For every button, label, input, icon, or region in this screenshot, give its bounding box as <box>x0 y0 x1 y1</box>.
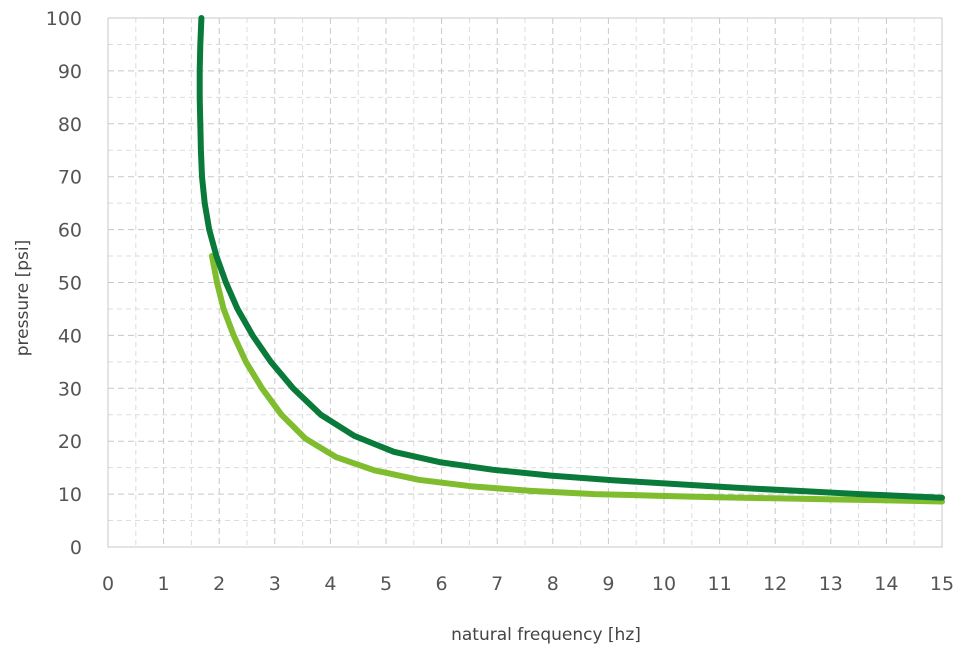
major-grid <box>107 17 943 548</box>
x-tick-label: 5 <box>380 573 392 595</box>
y-tick-label: 10 <box>58 484 82 506</box>
x-tick-label: 11 <box>708 573 732 595</box>
y-tick-label: 50 <box>58 273 82 295</box>
x-tick-label: 4 <box>324 573 336 595</box>
series-layer <box>196 15 945 505</box>
x-tick-label: 9 <box>602 573 614 595</box>
y-tick-label: 90 <box>58 61 82 83</box>
x-axis-title: natural frequency [hz] <box>451 625 641 645</box>
x-tick-label: 7 <box>491 573 503 595</box>
series-line-2 <box>209 253 945 505</box>
y-tick-label: 80 <box>58 114 82 136</box>
x-tick-label: 12 <box>763 573 787 595</box>
y-axis-title: pressure [psi] <box>13 240 33 356</box>
x-tick-label: 15 <box>930 573 954 595</box>
x-tick-label: 10 <box>652 573 676 595</box>
x-tick-label: 3 <box>269 573 281 595</box>
y-tick-label: 30 <box>58 378 82 400</box>
y-tick-label: 0 <box>70 537 82 559</box>
x-tick-label: 1 <box>158 573 170 595</box>
y-tick-label: 100 <box>46 8 82 30</box>
x-tick-label: 13 <box>819 573 843 595</box>
y-tick-label: 40 <box>58 325 82 347</box>
y-tick-label: 60 <box>58 220 82 242</box>
plot-border <box>107 17 943 548</box>
x-tick-label: 6 <box>436 573 448 595</box>
x-tick-label: 8 <box>547 573 559 595</box>
x-tick-label: 2 <box>213 573 225 595</box>
x-tick-label: 14 <box>874 573 898 595</box>
y-tick-labels: 0 10 20 30 40 50 60 70 80 90 100 <box>46 8 82 559</box>
y-tick-label: 20 <box>58 431 82 453</box>
series-line-1 <box>196 15 945 501</box>
x-tick-label: 0 <box>102 573 114 595</box>
y-tick-label: 70 <box>58 167 82 189</box>
x-tick-labels: 0 1 2 3 4 5 6 7 8 9 10 11 12 13 14 15 <box>102 573 954 595</box>
